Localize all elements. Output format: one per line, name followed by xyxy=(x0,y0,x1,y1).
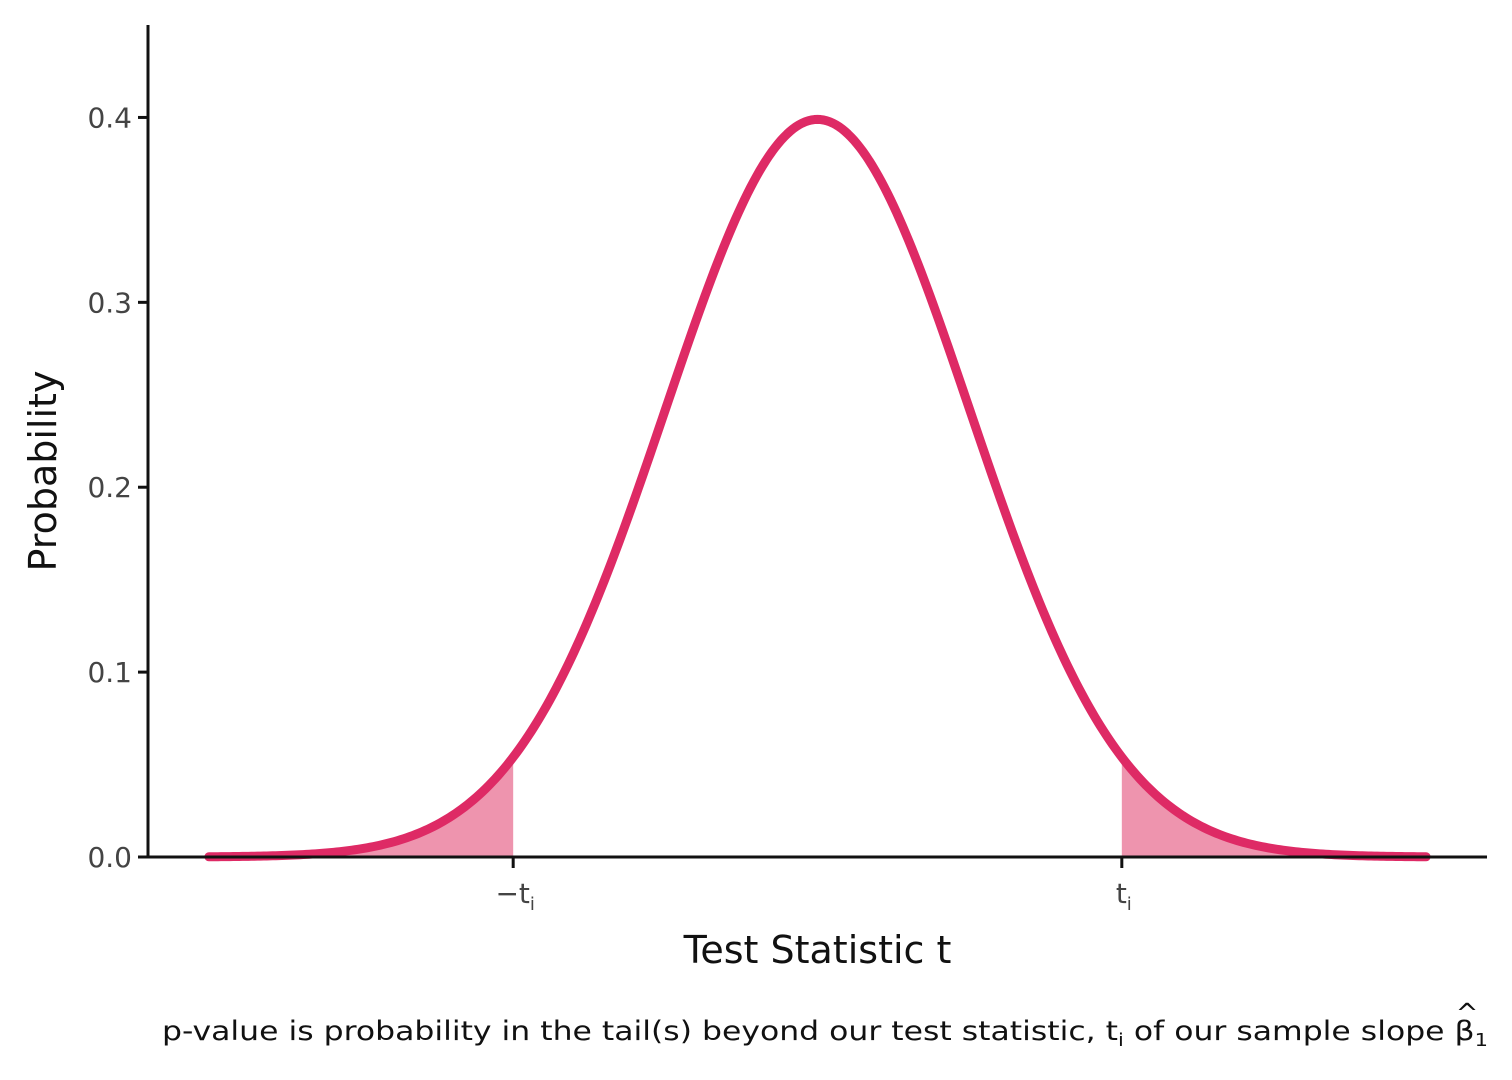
y-axis-ticks: 0.0 0.1 0.2 0.3 0.4 xyxy=(87,101,148,874)
caption-subscript-i: i xyxy=(1118,1030,1124,1051)
right-tail-area xyxy=(1121,757,1427,857)
x-tick-label: −ti xyxy=(495,877,534,915)
y-tick-label: 0.3 xyxy=(87,286,132,319)
x-tick-label: ti xyxy=(1116,877,1132,915)
plot-area xyxy=(204,114,1431,862)
x-tick-label-main: t xyxy=(1116,877,1127,910)
caption-hat-symbol: ^ xyxy=(1456,998,1479,1029)
caption-beta-symbol: β xyxy=(1455,1016,1475,1047)
y-tick-label: 0.0 xyxy=(87,841,132,874)
x-tick-label-subscript: i xyxy=(1127,894,1132,915)
y-tick-label: 0.1 xyxy=(87,656,132,689)
caption-text-start: p-value is probability in the tail(s) be… xyxy=(162,1016,1118,1047)
caption-text-middle: of our sample slope xyxy=(1124,1016,1455,1047)
x-tick-label-subscript: i xyxy=(530,894,535,915)
left-tail-area xyxy=(208,757,514,857)
caption: p-value is probability in the tail(s) be… xyxy=(162,1016,1488,1051)
y-tick-label: 0.4 xyxy=(87,101,132,134)
caption-subscript-1: 1 xyxy=(1475,1030,1488,1051)
x-axis-ticks: −ti ti xyxy=(495,857,1132,915)
y-axis-title: Probability xyxy=(21,371,65,572)
axes xyxy=(146,25,1487,859)
y-tick-label: 0.2 xyxy=(87,471,132,504)
x-tick-label-main: −t xyxy=(495,877,529,910)
x-axis-title: Test Statistic t xyxy=(683,928,952,972)
density-curve xyxy=(204,114,1431,862)
